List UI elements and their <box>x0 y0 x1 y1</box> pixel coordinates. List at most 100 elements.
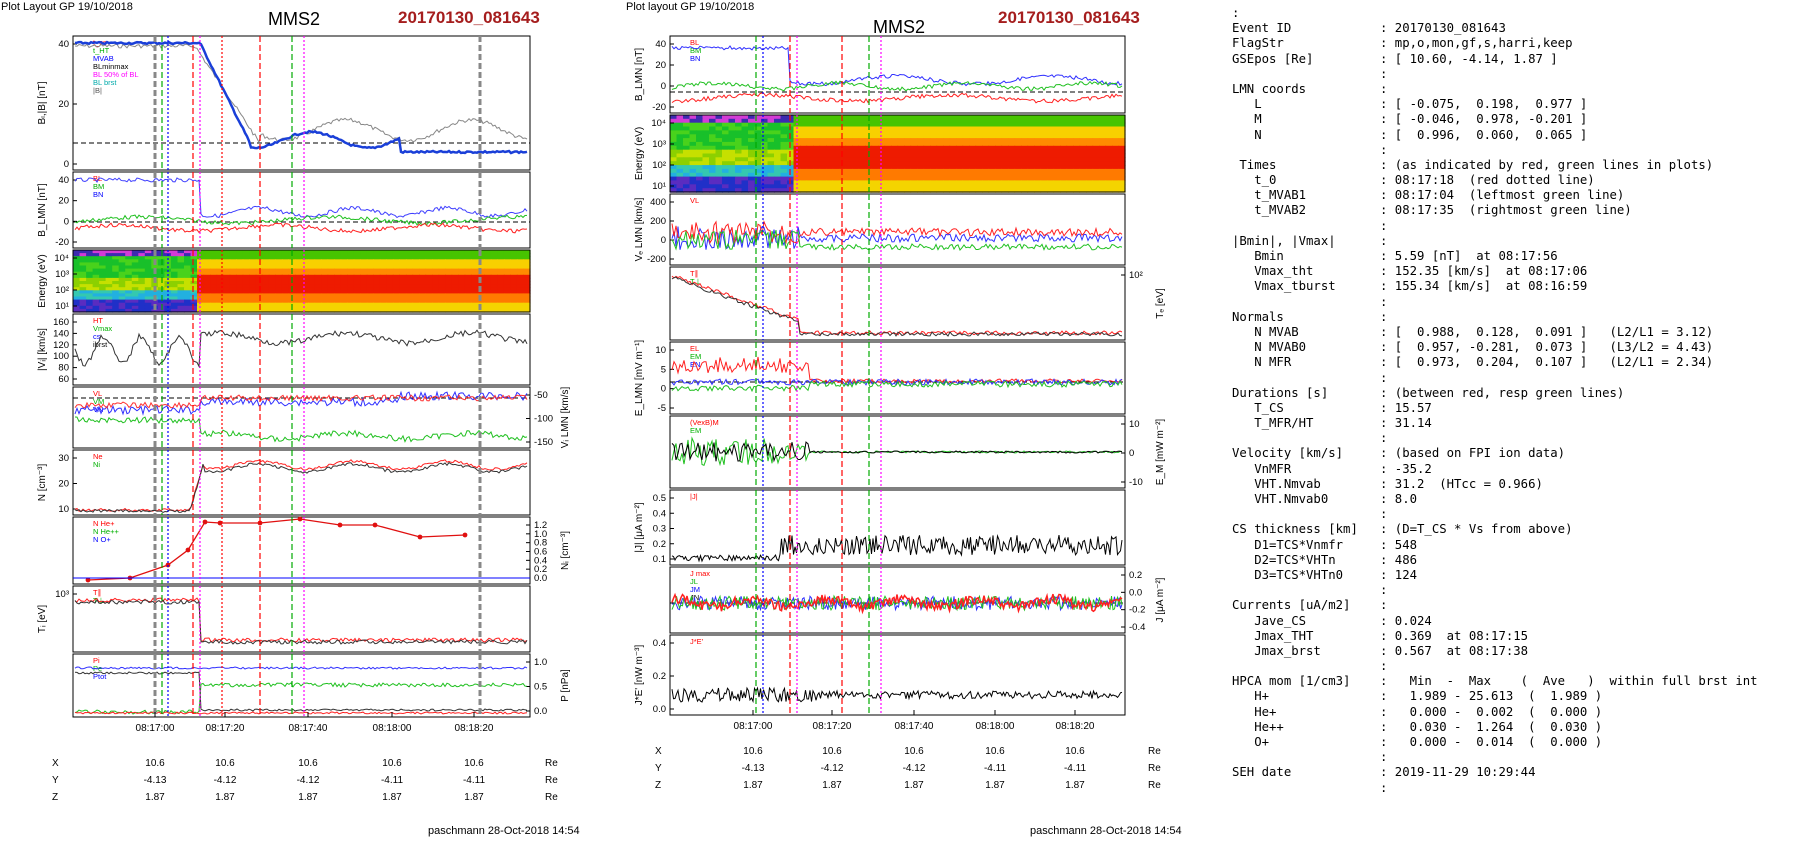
spectrogram-cell <box>1066 126 1074 131</box>
spectrogram-cell <box>715 161 723 166</box>
spectrogram-cell <box>203 308 211 313</box>
spectrogram-cell <box>878 188 886 193</box>
spectrogram-cell <box>516 302 524 307</box>
spectrogram-cell <box>92 262 100 267</box>
spectrogram-cell <box>949 118 957 124</box>
spectrogram-cell <box>884 176 892 182</box>
spectrogram-cell <box>275 265 283 270</box>
spectrogram-cell <box>754 118 762 124</box>
spectrogram-cell <box>523 268 531 273</box>
info-key: LMN coords <box>1232 81 1307 96</box>
spectrogram-cell <box>112 308 120 313</box>
spectrogram-cell <box>897 145 905 151</box>
spectrogram-cell <box>884 161 892 166</box>
spectrogram-cell <box>806 161 814 166</box>
spectrogram-cell <box>125 281 133 285</box>
spectrogram-cell <box>1079 115 1087 120</box>
spectrogram-cell <box>216 293 224 298</box>
spectrogram-cell <box>1047 141 1055 147</box>
spectrogram-cell <box>982 134 990 139</box>
spectrogram-cell <box>79 253 87 257</box>
spectrogram-cell <box>741 115 749 120</box>
spectrogram-cell <box>806 188 814 193</box>
spectrogram-cell <box>813 157 821 162</box>
spectrogram-cell <box>683 157 691 162</box>
spectrogram-cell <box>1014 168 1022 174</box>
spectrogram-cell <box>281 308 289 313</box>
y-tick-label: 10 <box>655 345 666 356</box>
spectrogram-cell <box>767 130 775 135</box>
spectrogram-cell <box>138 308 146 313</box>
spectrogram-cell <box>735 122 743 128</box>
spectrogram-cell <box>754 180 762 185</box>
spectrogram-cell <box>670 176 678 182</box>
spectrogram-cell <box>399 265 407 270</box>
spectrogram-cell <box>445 259 453 263</box>
spectrogram-cell <box>1086 122 1094 128</box>
spectrogram-cell <box>125 287 133 291</box>
info-row: D2=TCS*VHTn: 486 <box>1232 553 1792 568</box>
data-trace <box>671 595 1123 612</box>
info-value: : 5.59 [nT] at 08:17:56 <box>1380 249 1558 263</box>
y-tick-label: -5 <box>658 403 666 414</box>
spectrogram-cell <box>366 302 374 307</box>
y-tick-label: 1.0 <box>534 529 547 540</box>
spectrogram-cell <box>819 172 827 178</box>
spectrogram-cell <box>1021 145 1029 151</box>
spectrogram-cell <box>670 126 678 131</box>
spectrogram-cell <box>360 293 368 298</box>
spectrogram-cell <box>774 149 782 155</box>
spectrogram-cell <box>975 157 983 162</box>
spectrogram-cell <box>722 180 730 185</box>
spectrogram-cell <box>1008 157 1016 162</box>
spectrogram-cell <box>917 138 925 143</box>
spectrogram-cell <box>464 253 472 257</box>
spectrogram-cell <box>353 281 361 285</box>
spectrogram-cell <box>236 308 244 313</box>
spectrogram-cell <box>490 284 498 288</box>
spectrogram-cell <box>438 253 446 257</box>
spectrogram-cell <box>86 265 94 270</box>
spectrogram-cell <box>223 296 231 301</box>
info-row: Jmax_THT: 0.369 at 08:17:15 <box>1232 629 1792 644</box>
spectrogram-cell <box>689 153 697 158</box>
spectrogram-cell <box>813 184 821 189</box>
spectrogram-cell <box>412 262 420 267</box>
info-key: t_0 <box>1232 173 1277 188</box>
spectrogram-cell <box>761 153 769 158</box>
spectrogram-cell <box>399 305 407 310</box>
spectrogram-cell <box>1112 118 1120 124</box>
legend-entry: JL <box>690 577 698 586</box>
spectrogram-cell <box>1073 145 1081 151</box>
info-value: : <box>1380 233 1388 248</box>
spectrogram-cell <box>386 262 394 267</box>
spectrogram-cell <box>884 130 892 135</box>
spectrogram-cell <box>308 308 316 313</box>
spectrogram-cell <box>184 287 192 291</box>
spectrogram-cell <box>164 299 172 304</box>
spectrogram-cell <box>670 180 678 185</box>
spectrogram-cell <box>170 250 178 254</box>
spectrogram-cell <box>1047 165 1055 170</box>
spectrogram-cell <box>177 274 185 279</box>
spectrogram-cell <box>210 253 218 257</box>
spectrogram-cell <box>236 259 244 263</box>
spectrogram-cell <box>917 172 925 178</box>
spectrogram-cell <box>897 115 905 120</box>
spectrogram-cell <box>503 302 511 307</box>
spectrogram-cell <box>715 165 723 170</box>
spectrogram-cell <box>683 149 691 155</box>
info-row: L: [ -0.075, 0.198, 0.977 ] <box>1232 97 1792 112</box>
info-row: t_0: 08:17:18 (red dotted line) <box>1232 173 1792 188</box>
spectrogram-cell <box>229 277 237 282</box>
info-value: : [ -0.046, 0.978, -0.201 ] <box>1380 112 1588 127</box>
spectrogram-cell <box>516 305 524 310</box>
spectrogram-cell <box>438 284 446 288</box>
spectrogram-cell <box>689 115 697 120</box>
spectrogram-cell <box>748 126 756 131</box>
spectrogram-cell <box>943 176 951 182</box>
spectrogram-cell <box>138 277 146 282</box>
spectrogram-cell <box>399 256 407 260</box>
spectrogram-cell <box>275 302 283 307</box>
spectrogram-cell <box>386 281 394 285</box>
